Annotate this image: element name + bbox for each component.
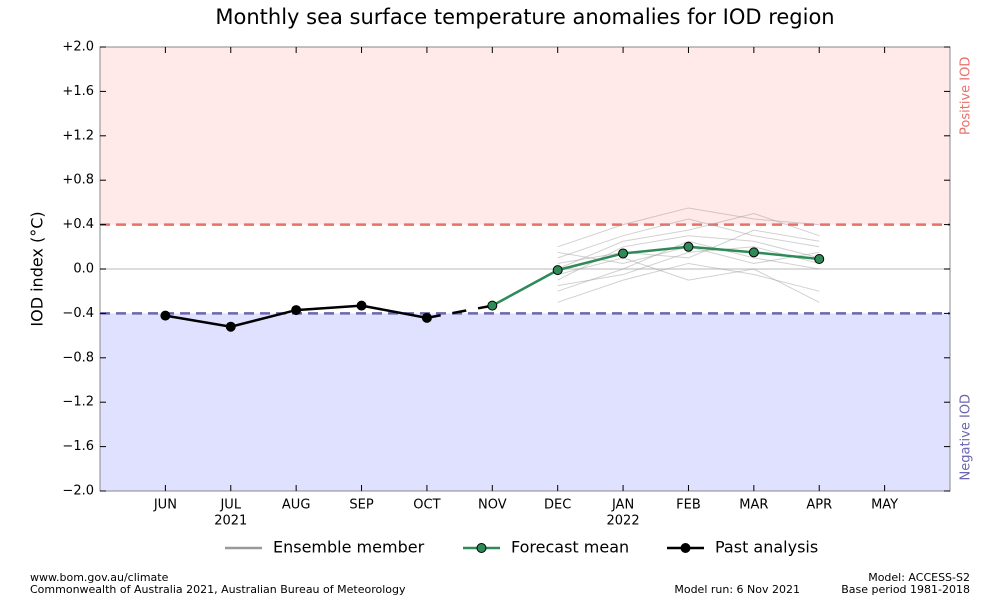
x-tick-label: AUG [282,498,310,513]
marker [748,247,759,258]
legend-label: Past analysis [715,538,818,557]
y-tick-label: +2.0 [62,40,94,55]
x-tick-label: DEC [544,498,571,513]
x-tick-label: JAN [611,498,634,513]
footer-text: Commonwealth of Australia 2021, Australi… [30,583,406,596]
x-tick-sublabel: 2022 [607,514,640,529]
series-line [491,245,820,307]
legend-marker [680,543,691,553]
marker [421,312,432,323]
y-tick-label: +1.6 [62,84,94,99]
connector [426,304,493,320]
ensemble-line [557,257,820,303]
footer-text: Model: ACCESS-S2 [868,571,970,584]
x-tick-label: SEP [349,498,373,513]
footer-text: Model run: 6 Nov 2021 [674,583,800,596]
x-tick-label: NOV [478,498,507,513]
y-tick-label: 0.0 [73,262,94,277]
y-tick-label: −0.4 [62,306,94,321]
marker [618,248,629,259]
ensemble-line [557,218,820,259]
marker [814,254,825,265]
marker [356,300,367,311]
legend-marker [476,543,487,553]
marker [160,310,171,321]
ensemble-line [557,246,820,287]
y-tick-label: −1.6 [62,439,94,454]
y-tick-label: −0.8 [62,350,94,365]
ensemble-line [557,212,820,270]
legend-label: Forecast mean [511,538,629,557]
y-tick-label: −1.2 [62,395,94,410]
chart-title: Monthly sea surface temperature anomalie… [215,5,834,29]
x-tick-label: OCT [413,498,440,513]
ensemble-line [557,207,820,248]
threshold-shade [100,47,950,225]
x-tick-label: APR [806,498,832,513]
x-tick-label: FEB [676,498,701,513]
legend-label: Ensemble member [273,538,425,557]
threshold-label: Positive IOD [959,57,974,135]
footer-text: www.bom.gov.au/climate [30,571,169,584]
x-tick-label: JUN [153,498,177,513]
x-tick-label: MAR [739,498,768,513]
marker [487,300,498,311]
footer-text: Base period 1981-2018 [841,583,970,596]
y-axis-label: IOD index (°C) [28,211,47,326]
y-tick-label: +0.4 [62,217,94,232]
y-tick-label: +0.8 [62,173,94,188]
ensemble-line [557,229,820,264]
x-tick-label: MAY [871,498,898,513]
threshold-label: Negative IOD [959,394,974,481]
ensemble-line [557,262,820,303]
marker [291,305,302,316]
ensemble-line [557,240,820,292]
x-tick-sublabel: 2021 [214,514,247,529]
y-tick-label: −2.0 [62,484,94,499]
marker [683,241,694,252]
marker [552,265,563,276]
y-tick-label: +1.2 [62,128,94,143]
x-tick-label: JUL [219,498,241,513]
threshold-shade [100,313,950,491]
marker [225,321,236,332]
